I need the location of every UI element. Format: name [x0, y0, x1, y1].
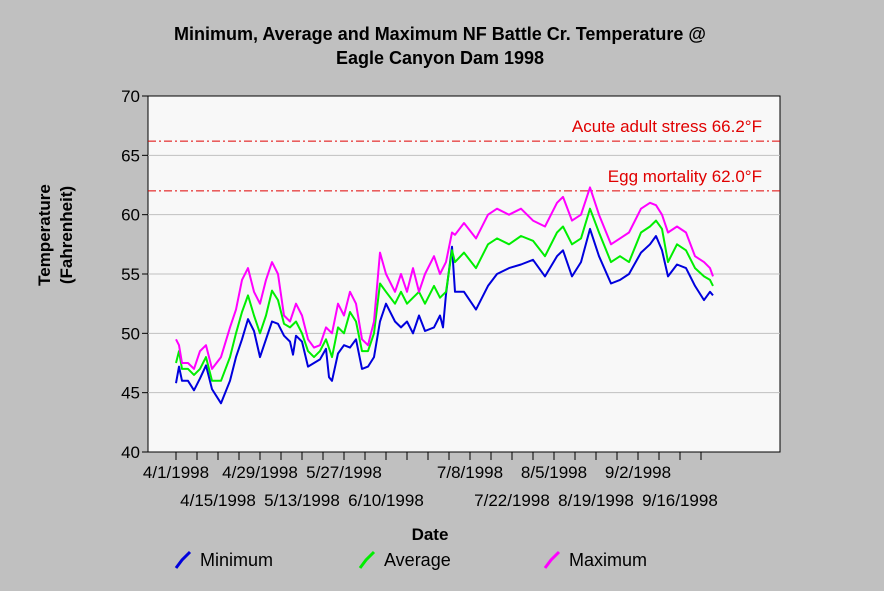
- x-tick-label: 9/2/1998: [605, 463, 671, 482]
- y-axis-title-line-1: Temperature: [35, 184, 54, 286]
- x-tick-label: 8/19/1998: [558, 491, 634, 510]
- series-line-average: [175, 207, 714, 382]
- legend-label-maximum: Maximum: [569, 550, 647, 570]
- x-tick-label: 6/10/1998: [348, 491, 424, 510]
- x-tick-label: 8/5/1998: [521, 463, 587, 482]
- legend-label-minimum: Minimum: [200, 550, 273, 570]
- y-tick-label-45: 45: [121, 384, 140, 403]
- series-line-maximum: [175, 186, 714, 370]
- series-line-minimum: [175, 227, 714, 405]
- y-axis-title: Temperature (Fahrenheit): [35, 184, 76, 286]
- reference-lines: Acute adult stress 66.2°F Egg mortality 6…: [148, 117, 780, 192]
- y-tick-label-40: 40: [121, 443, 140, 462]
- y-tick-label-55: 55: [121, 265, 140, 284]
- grid: [148, 154, 780, 394]
- x-tick-label: 4/1/1998: [143, 463, 209, 482]
- chart-title-line-2: Eagle Canyon Dam 1998: [336, 48, 544, 68]
- x-tick-label: 4/15/1998: [180, 491, 256, 510]
- y-tick-label-60: 60: [121, 206, 140, 225]
- legend: Minimum Average Maximum: [174, 550, 647, 570]
- y-tick-label-65: 65: [121, 146, 140, 165]
- legend-label-average: Average: [384, 550, 451, 570]
- legend-swatch-average: [358, 550, 376, 569]
- y-tick-label-50: 50: [121, 324, 140, 343]
- x-tick-label: 5/13/1998: [264, 491, 340, 510]
- series-lines: [175, 186, 714, 405]
- x-tick-label: 9/16/1998: [642, 491, 718, 510]
- reference-line-label-1: Acute adult stress 66.2°F: [572, 117, 762, 136]
- y-tick-label-70: 70: [121, 87, 140, 106]
- x-tick-label: 7/22/1998: [474, 491, 550, 510]
- legend-swatch-minimum: [174, 550, 192, 569]
- y-axis: 40 45 50 55 60 65 70: [121, 87, 148, 462]
- reference-line-label-2: Egg mortality 62.0°F: [608, 167, 762, 186]
- x-axis: 4/1/1998 4/29/1998 5/27/1998 7/8/1998 8/5/19…: [143, 452, 718, 510]
- chart-title-line-1: Minimum, Average and Maximum NF Battle C…: [174, 24, 706, 44]
- x-tick-label: 5/27/1998: [306, 463, 382, 482]
- x-tick-label: 7/8/1998: [437, 463, 503, 482]
- x-axis-title: Date: [412, 525, 449, 544]
- x-tick-label: 4/29/1998: [222, 463, 298, 482]
- legend-swatch-maximum: [543, 550, 561, 569]
- y-axis-title-line-2: (Fahrenheit): [57, 186, 76, 284]
